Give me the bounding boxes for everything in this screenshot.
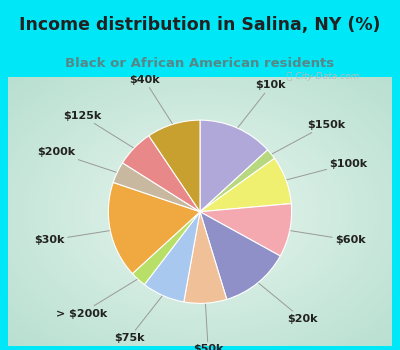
Wedge shape: [132, 212, 200, 285]
Text: $20k: $20k: [259, 283, 318, 324]
Wedge shape: [184, 212, 227, 303]
Text: $75k: $75k: [114, 296, 162, 343]
Text: Black or African American residents: Black or African American residents: [66, 57, 334, 70]
Wedge shape: [144, 212, 200, 302]
Wedge shape: [200, 204, 292, 256]
Wedge shape: [122, 136, 200, 212]
Wedge shape: [108, 182, 200, 274]
Text: Income distribution in Salina, NY (%): Income distribution in Salina, NY (%): [19, 16, 381, 34]
Text: $10k: $10k: [238, 80, 286, 127]
Wedge shape: [149, 120, 200, 212]
Wedge shape: [200, 158, 291, 212]
Text: $100k: $100k: [287, 159, 368, 180]
Wedge shape: [200, 120, 268, 212]
Text: $200k: $200k: [37, 147, 116, 172]
Text: $60k: $60k: [291, 231, 366, 245]
Text: ⓘ City-Data.com: ⓘ City-Data.com: [287, 72, 360, 80]
Text: > $200k: > $200k: [56, 279, 137, 318]
Text: $30k: $30k: [34, 231, 109, 245]
Text: $40k: $40k: [129, 75, 172, 124]
Wedge shape: [200, 212, 280, 299]
Wedge shape: [113, 163, 200, 212]
Wedge shape: [200, 150, 274, 212]
Text: $125k: $125k: [63, 111, 133, 148]
Text: $50k: $50k: [193, 304, 223, 350]
Text: $150k: $150k: [272, 120, 345, 154]
